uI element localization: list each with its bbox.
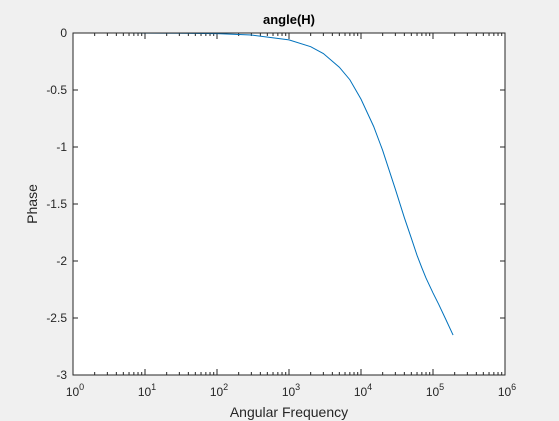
y-tick-label: -2 [56, 254, 67, 268]
chart-title: angle(H) [263, 12, 315, 27]
x-tick-label: 105 [426, 382, 444, 399]
x-tick-label: 100 [66, 382, 84, 399]
y-tick-label: -3 [56, 368, 67, 382]
x-tick-label: 102 [210, 382, 228, 399]
x-tick-labels: 100 101 102 103 104 105 106 [66, 382, 516, 399]
y-tick-label: -1.5 [46, 197, 67, 211]
x-tick-label: 103 [282, 382, 300, 399]
y-tick-label: -0.5 [46, 83, 67, 97]
y-tick-label: -2.5 [46, 311, 67, 325]
plot-area [73, 33, 505, 375]
y-tick-label: 0 [60, 26, 67, 40]
x-tick-label: 101 [138, 382, 156, 399]
series-line [129, 32, 454, 336]
y-tick-label: -1 [56, 140, 67, 154]
y-axis-label: Phase [24, 184, 40, 224]
x-tick-label: 104 [354, 382, 372, 399]
y-tick-labels: 0 -0.5 -1 -1.5 -2 -2.5 -3 [46, 26, 67, 382]
x-tick-label: 106 [498, 382, 516, 399]
axes-box [72, 32, 506, 376]
x-axis-label: Angular Frequency [230, 404, 348, 420]
